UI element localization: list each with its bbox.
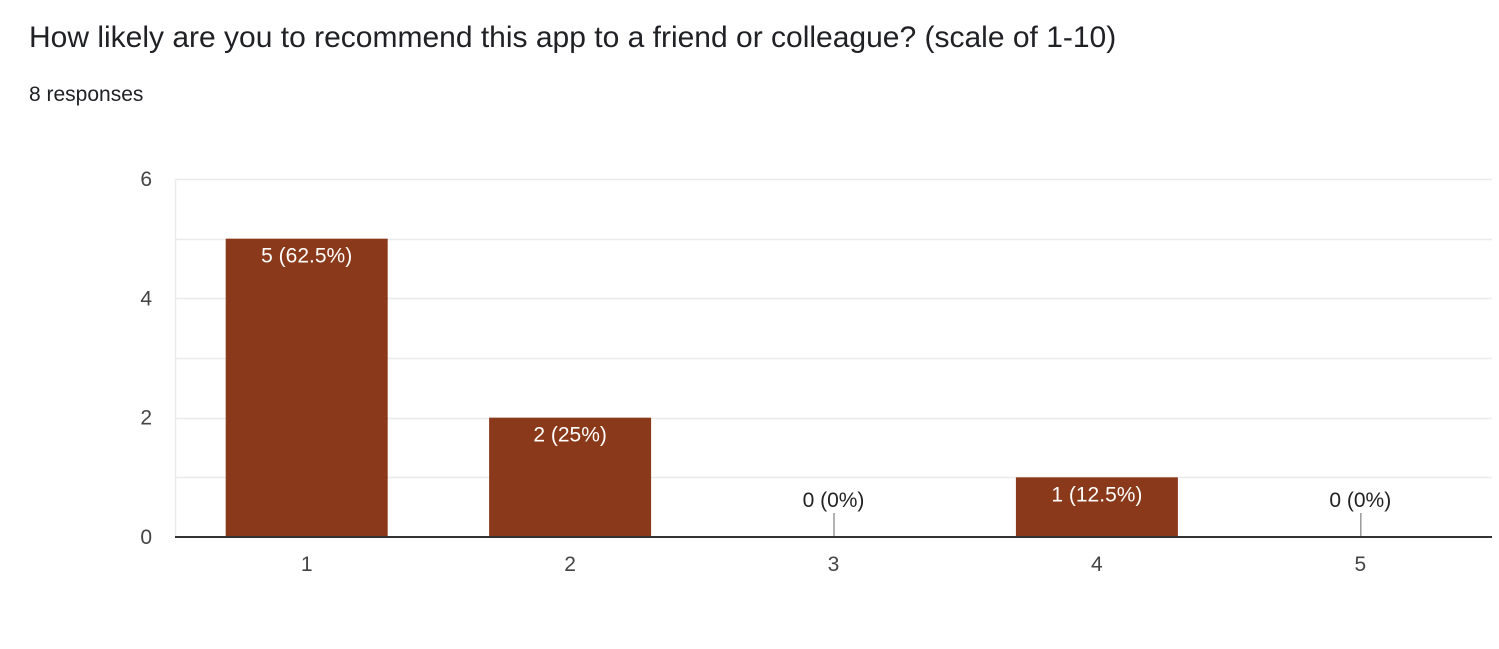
bar-data-label: 2 (25%) [533, 424, 607, 447]
x-tick-label: 5 [1354, 553, 1366, 576]
x-axis-tick-labels: 1 2 3 4 5 [301, 553, 1366, 576]
bar-1 [225, 238, 388, 537]
y-tick-label: 4 [140, 287, 152, 310]
question-title: How likely are you to recommend this app… [29, 21, 1117, 54]
y-axis-tick-labels: 0 2 4 6 [140, 168, 152, 549]
bars: 5 (62.5%) 2 (25%) 0 (0%) 1 (12.5%) 0 (0%) [225, 238, 1391, 537]
bar-data-label: 5 (62.5%) [261, 245, 352, 268]
x-tick-label: 1 [301, 553, 313, 576]
x-tick-label: 3 [828, 553, 840, 576]
y-tick-label: 6 [140, 168, 152, 191]
y-tick-label: 2 [140, 407, 152, 430]
bar-data-label: 1 (12.5%) [1051, 483, 1142, 506]
bar-data-label: 0 (0%) [1329, 489, 1391, 512]
responses-count: 8 responses [29, 83, 144, 106]
grid-lines [174, 178, 1492, 537]
bar-4 [1015, 477, 1178, 537]
x-tick-label: 4 [1091, 553, 1103, 576]
bar-2 [489, 417, 652, 537]
bar-data-label: 0 (0%) [803, 489, 865, 512]
y-tick-label: 0 [140, 526, 152, 549]
x-tick-label: 2 [564, 553, 576, 576]
